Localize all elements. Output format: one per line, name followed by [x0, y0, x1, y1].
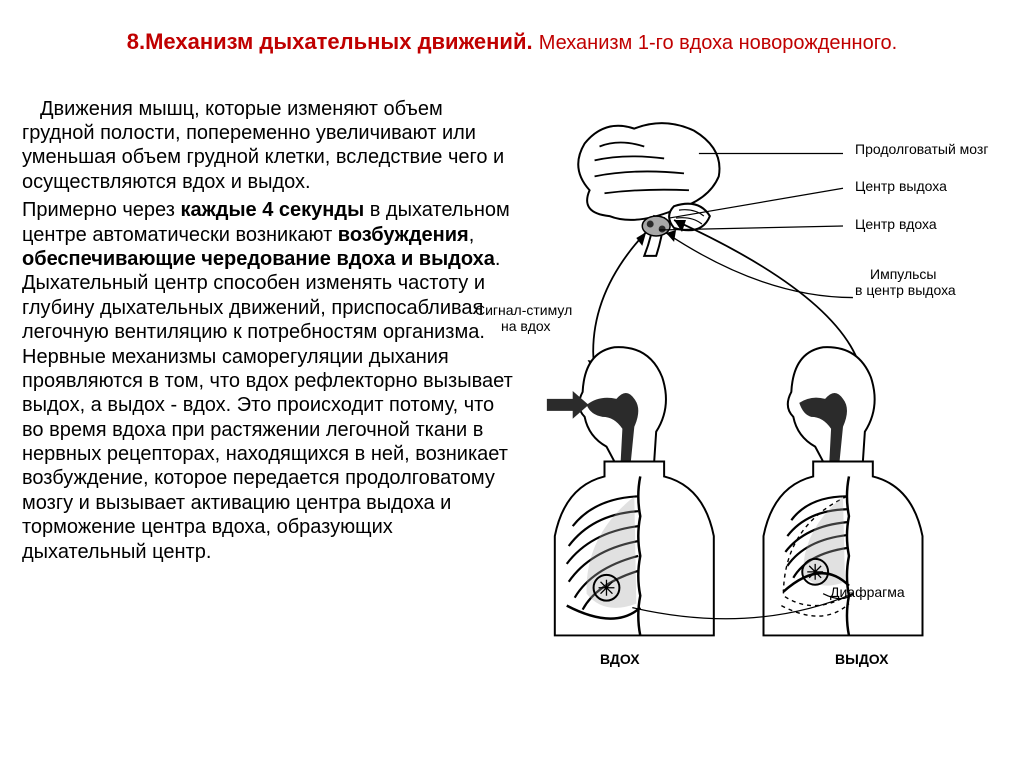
figure-column: Продолговатый мозг Центр выдоха Центр вд… [525, 97, 1002, 677]
p2-t1: Примерно через [22, 199, 180, 221]
label-inhale: ВДОХ [600, 652, 640, 667]
content-row: Движения мышц, которые изменяют объем гр… [22, 97, 1002, 677]
label-exhale: ВЫДОХ [835, 652, 888, 667]
label-signal2: на вдох [501, 319, 551, 334]
paragraph-2: Примерно через каждые 4 секунды в дыхате… [22, 198, 517, 564]
torso-inhale-icon [547, 347, 714, 635]
label-medulla: Продолговатый мозг [855, 142, 988, 157]
p1-text: Движения мышц, которые изменяют объем гр… [22, 98, 504, 193]
label-diaphragm: Диафрагма [830, 585, 905, 600]
p2-t3: , [469, 224, 475, 246]
label-inhale-center: Центр вдоха [855, 217, 937, 232]
title-sub: Механизм 1-го вдоха новорожденного. [539, 32, 898, 54]
title-main: 8.Механизм дыхательных движений. [127, 29, 533, 54]
p2-b1: каждые 4 секунды [180, 199, 364, 221]
label-impulses: Импульсы [870, 267, 937, 282]
p2-b3: обеспечивающие чередование вдоха и выдох… [22, 248, 495, 270]
brain-icon [578, 123, 719, 256]
label-signal: Сигнал-стимул [475, 303, 572, 318]
text-column: Движения мышц, которые изменяют объем гр… [22, 97, 517, 677]
label-impulses2: в центр выдоха [855, 283, 956, 298]
slide-title: 8.Механизм дыхательных движений. Механиз… [22, 28, 1002, 57]
paragraph-1: Движения мышц, которые изменяют объем гр… [22, 97, 517, 195]
label-exhale-center: Центр выдоха [855, 179, 947, 194]
p2-t4: . Дыхательный центр способен изменять ча… [22, 248, 513, 563]
p2-b2: возбуждения [338, 224, 469, 246]
